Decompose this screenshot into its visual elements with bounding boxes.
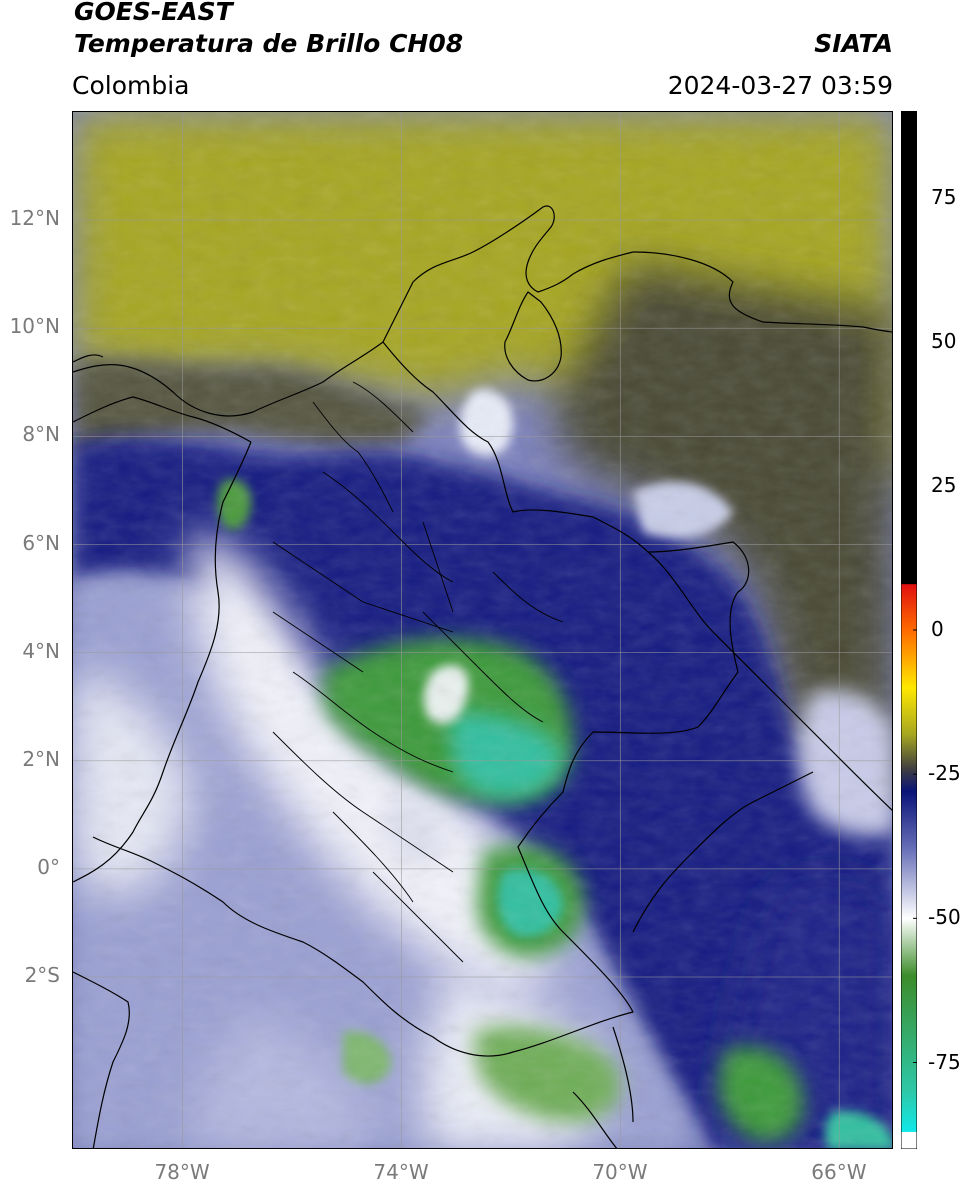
coastline-pacific-south — [73, 971, 130, 1148]
lat-tick-label: 0° — [37, 854, 60, 879]
lon-tick-label: 70°W — [592, 1160, 648, 1184]
lat-tick-label: 10°N — [9, 314, 60, 339]
lat-tick-label: 8°N — [22, 422, 60, 447]
department-boundaries — [272, 381, 564, 963]
lake-maracaibo — [504, 291, 562, 382]
map-canvas — [73, 112, 892, 1148]
colorbar-tick-label: 75 — [931, 184, 957, 209]
coastline-caribbean — [73, 205, 892, 417]
lat-tick-label: 2°S — [24, 963, 60, 987]
lat-tick-label: 4°N — [22, 638, 60, 663]
lat-tick-label: 2°N — [22, 746, 60, 771]
colorbar-tick-label: -50 — [928, 905, 961, 930]
lon-tick-label: 74°W — [373, 1160, 429, 1184]
colorbar-tick-label: 0 — [931, 617, 944, 641]
lon-tick-label: 78°W — [154, 1160, 210, 1184]
coastline-pacific — [73, 441, 252, 883]
colorbar-tick-label: 50 — [931, 328, 957, 353]
border-colombia — [92, 341, 750, 1057]
colorbar — [901, 111, 917, 1149]
border-brazil — [632, 771, 814, 933]
colorbar-tick-label: -25 — [928, 761, 961, 786]
lon-tick-label: 66°W — [811, 1160, 867, 1184]
region-label: Colombia — [72, 71, 190, 100]
colorbar-tick-label: 25 — [931, 472, 957, 497]
agency-label: SIATA — [814, 29, 893, 58]
product-title: Temperatura de Brillo CH08 — [74, 29, 464, 58]
colorbar-tick-label: -75 — [928, 1049, 961, 1074]
border-leticia — [572, 1026, 634, 1148]
satellite-title: GOES-EAST — [74, 0, 233, 26]
datetime-label: 2024-03-27 03:59 — [667, 71, 893, 100]
border-venezuela — [647, 551, 892, 811]
borders — [73, 205, 892, 1148]
lat-tick-label: 6°N — [22, 530, 60, 555]
lat-tick-label: 12°N — [9, 206, 60, 231]
cloud-field — [73, 112, 892, 1148]
graticule — [73, 112, 892, 1148]
coastline-panama — [73, 354, 252, 443]
satellite-map[interactable] — [72, 111, 893, 1149]
